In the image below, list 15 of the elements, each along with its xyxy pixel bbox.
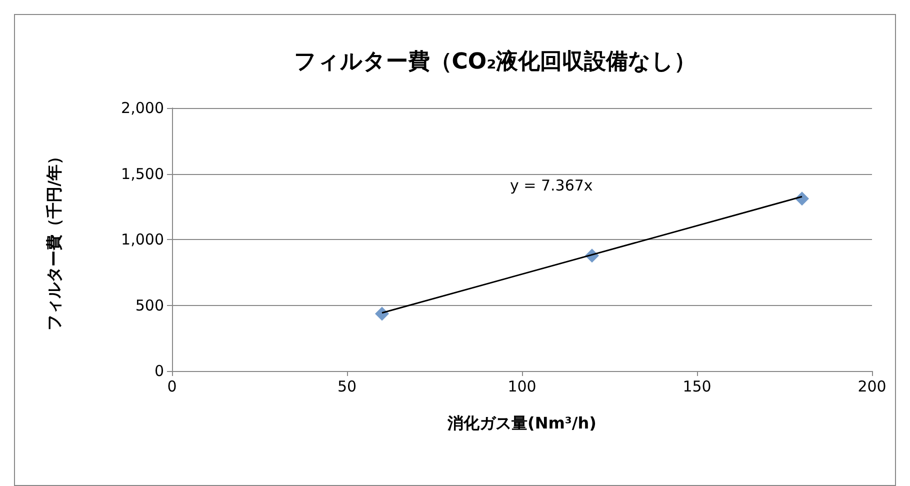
y-tick-label: 2,000 — [121, 99, 164, 117]
y-tick-label: 0 — [154, 362, 164, 380]
y-tick-label: 500 — [135, 296, 164, 314]
y-axis-title: フィルター費（千円/年） — [44, 148, 64, 330]
y-tick-label: 1,500 — [121, 164, 164, 183]
point — [375, 306, 389, 321]
x-tick-label: 100 — [508, 378, 536, 396]
x-tick-label: 50 — [337, 378, 357, 396]
x-tick-label: 0 — [167, 378, 177, 396]
x-tick-label: 200 — [858, 378, 886, 396]
chart-title: フィルター費（CO₂液化回収設備なし） — [294, 48, 696, 74]
x-tick-label: 150 — [682, 378, 712, 396]
x-axis-title: 消化ガス量(Nm³/h) — [446, 414, 596, 432]
y-tick-label: 1,000 — [121, 230, 164, 248]
annotation: y = 7.367x — [510, 176, 593, 194]
